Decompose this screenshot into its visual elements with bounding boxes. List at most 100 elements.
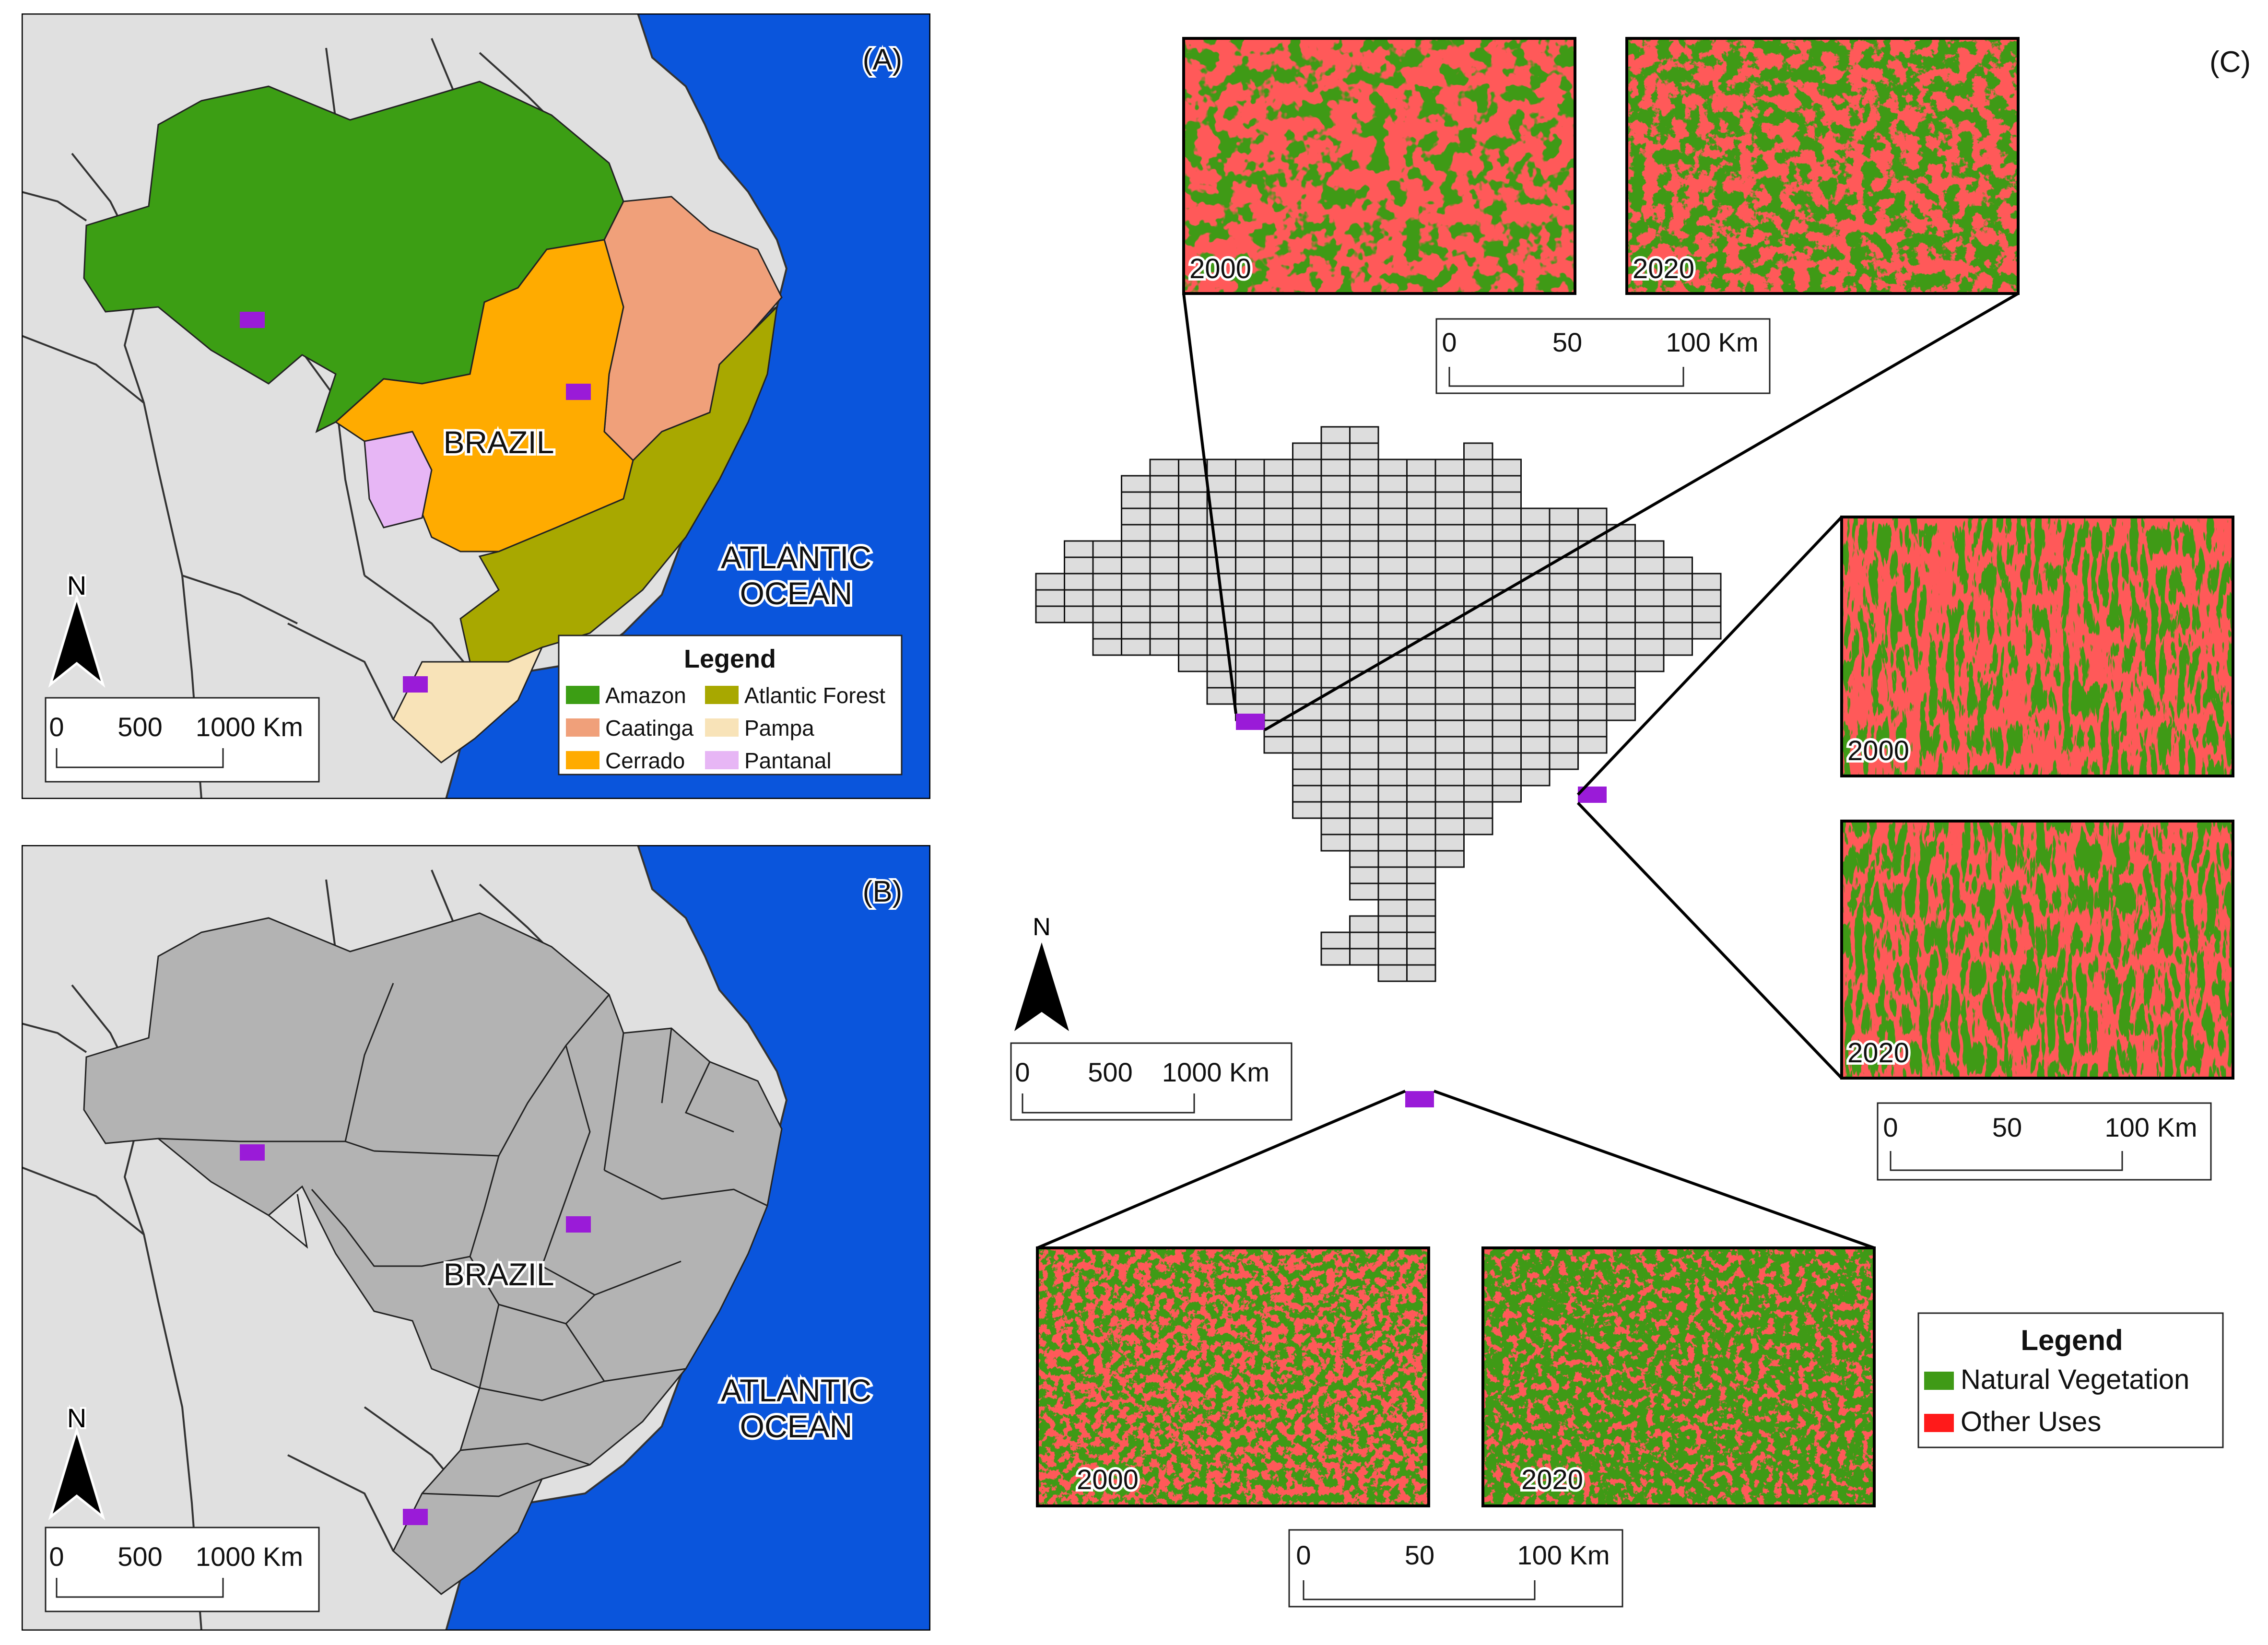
grid-cell xyxy=(1320,589,1351,607)
grid-cell xyxy=(1206,475,1236,493)
biome-legend-title: Legend xyxy=(684,645,776,673)
grid-cell xyxy=(1406,931,1436,950)
inset-year-label: 2020 xyxy=(1633,253,1694,284)
grid-cell xyxy=(1520,752,1551,770)
grid-cell xyxy=(1577,507,1608,526)
grid-cell xyxy=(1634,605,1665,623)
scale-tick-500: 500 xyxy=(118,712,162,742)
grid-cell xyxy=(1549,736,1579,754)
grid-cell xyxy=(1092,605,1122,623)
grid-cell xyxy=(1320,556,1351,575)
grid-cell xyxy=(1663,573,1693,591)
grid-cell xyxy=(1492,524,1522,542)
grid-cell xyxy=(1320,834,1351,852)
grid-cell xyxy=(1520,654,1551,672)
grid-cell xyxy=(1463,458,1493,477)
landuse-legend: Legend Natural Vegetation Other Uses xyxy=(1917,1312,2224,1448)
grid-cell xyxy=(1549,573,1579,591)
grid-cell xyxy=(1377,687,1408,705)
grid-cell xyxy=(1577,573,1608,591)
scale-tick-0: 0 xyxy=(1442,327,1457,357)
grid-cell xyxy=(1577,638,1608,656)
north-arrow: N xyxy=(1014,913,1069,1031)
grid-cell xyxy=(1292,736,1322,754)
grid-cell xyxy=(1349,491,1379,509)
grid-cell xyxy=(1320,573,1351,591)
grid-cell xyxy=(1549,605,1579,623)
grid-cell xyxy=(1549,638,1579,656)
biome-legend-swatch xyxy=(566,751,599,769)
grid-cell xyxy=(1349,817,1379,835)
grid-cell xyxy=(1320,475,1351,493)
scale-tick-50: 50 xyxy=(1992,1112,2022,1142)
grid-cell xyxy=(1434,719,1465,738)
grid-cell xyxy=(1349,622,1379,640)
grid-cell xyxy=(1406,964,1436,982)
north-arrow-letter: N xyxy=(67,1403,86,1433)
scale-bar-box xyxy=(1877,1102,2212,1181)
sample-cell-marker xyxy=(240,312,265,328)
inset-amazon-2000: 2000 xyxy=(1182,37,1576,295)
grid-cell xyxy=(1263,687,1293,705)
scale-tick-0: 0 xyxy=(49,712,64,742)
sample-cell-marker xyxy=(403,1509,428,1525)
grid-cell xyxy=(1549,670,1579,689)
scale-tick-0: 0 xyxy=(49,1541,64,1572)
grid-cell xyxy=(1349,752,1379,770)
grid-cell xyxy=(1406,801,1436,819)
grid-cell xyxy=(1492,540,1522,558)
grid-cell xyxy=(1434,654,1465,672)
landuse-legend-items: Natural Vegetation Other Uses xyxy=(1924,1364,2189,1437)
scale-bar: 0 50 100 Km xyxy=(1435,318,1771,394)
biome-pampa xyxy=(392,646,543,764)
grid-cell xyxy=(1149,573,1179,591)
grid-cell xyxy=(1349,426,1379,444)
landuse-legend-label: Natural Vegetation xyxy=(1961,1364,2189,1395)
grid-cell xyxy=(1434,475,1465,493)
grid-cell xyxy=(1035,605,1065,623)
grid-cell xyxy=(1377,458,1408,477)
grid-cell xyxy=(1549,524,1579,542)
grid-cell xyxy=(1149,605,1179,623)
grid-cell xyxy=(1320,703,1351,721)
scale-bar-line xyxy=(1303,1580,1536,1600)
scale-tick-500: 500 xyxy=(118,1541,162,1572)
grid-cell xyxy=(1320,785,1351,803)
grid-cell xyxy=(1577,687,1608,705)
grid-cell xyxy=(1520,670,1551,689)
grid-cell xyxy=(1349,654,1379,672)
scale-bar: 0 500 1000 Km xyxy=(45,1527,320,1612)
grid-cell xyxy=(1235,654,1265,672)
grid-cell xyxy=(1349,834,1379,852)
grid-cell xyxy=(1520,687,1551,705)
sample-cell-marker xyxy=(1236,714,1265,730)
scale-bar-line xyxy=(56,1578,224,1598)
grid-cell xyxy=(1463,687,1493,705)
grid-cell xyxy=(1178,491,1208,509)
grid-cell xyxy=(1434,703,1465,721)
grid-cell xyxy=(1263,654,1293,672)
grid-cell xyxy=(1263,589,1293,607)
grid-cell xyxy=(1463,768,1493,787)
north-arrow-letter: N xyxy=(1033,913,1051,941)
grid-cell xyxy=(1492,785,1522,803)
biome-legend-swatch xyxy=(705,718,739,737)
grid-cell xyxy=(1349,785,1379,803)
inset-year-label: 2020 xyxy=(1847,1037,1909,1069)
grid-cell xyxy=(1492,687,1522,705)
grid-cell xyxy=(1349,736,1379,754)
grid-cell xyxy=(1178,622,1208,640)
grid-cell xyxy=(1606,605,1636,623)
north-arrow-icon xyxy=(48,1426,106,1520)
grid-cell xyxy=(1663,605,1693,623)
biome-pantanal xyxy=(364,431,433,529)
grid-cell xyxy=(1406,491,1436,509)
grid-cell xyxy=(1377,768,1408,787)
grid-cell xyxy=(1320,670,1351,689)
grid-cell xyxy=(1149,507,1179,526)
grid-cell xyxy=(1349,605,1379,623)
grid-cell xyxy=(1263,703,1293,721)
grid-cell xyxy=(1692,573,1722,591)
scale-tick-0: 0 xyxy=(1296,1540,1311,1570)
grid-cell xyxy=(1549,687,1579,705)
